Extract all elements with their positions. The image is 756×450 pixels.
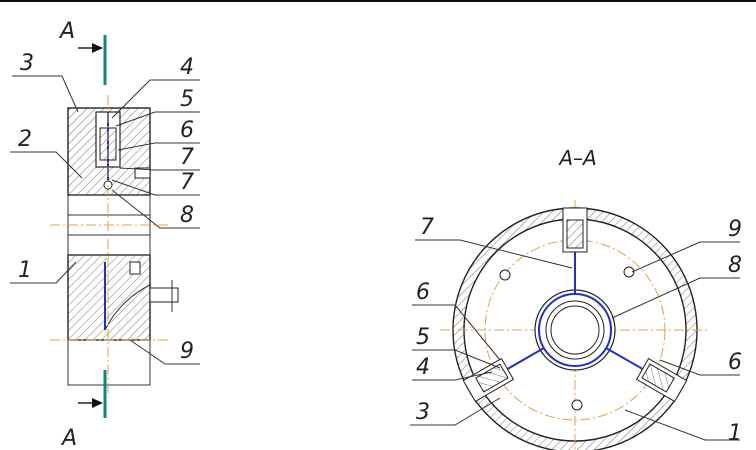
callout: 5 [416, 325, 430, 350]
section-mark: A [58, 19, 75, 44]
callout: 3 [416, 400, 430, 425]
shape-rect [567, 220, 583, 248]
callout: 1 [728, 421, 742, 446]
page-body: {"section_marks": ["A", "A"], "left_view… [0, 0, 756, 450]
shape-rect [130, 262, 140, 274]
callout: 5 [180, 87, 194, 112]
callout: 1 [18, 258, 32, 283]
shape-circle [551, 306, 599, 354]
shape-circle [500, 270, 510, 280]
callout: 9 [728, 217, 742, 242]
callout: 4 [180, 55, 194, 80]
callout: 2 [18, 127, 32, 152]
drawing: A A 3 4 5 2 6 7 7 8 1 9 [0, 0, 756, 450]
callout: 7 [180, 170, 194, 195]
shape-group [563, 208, 587, 252]
callout: 6 [416, 280, 430, 305]
callout: 8 [180, 203, 194, 228]
page: Section drawing html, body { margin: 0; … [0, 0, 756, 450]
section-title: A–A [557, 146, 596, 170]
callout: 8 [728, 253, 742, 278]
shape-circle [572, 400, 582, 410]
callout: 6 [180, 118, 194, 143]
callout: 6 [728, 350, 742, 375]
section-mark: A [60, 426, 77, 450]
callout: 7 [420, 215, 434, 240]
callout: 9 [180, 339, 194, 364]
callout: 3 [20, 51, 34, 76]
shape-rect [150, 288, 178, 302]
callout: 4 [416, 355, 430, 380]
callout: 7 [180, 145, 194, 170]
